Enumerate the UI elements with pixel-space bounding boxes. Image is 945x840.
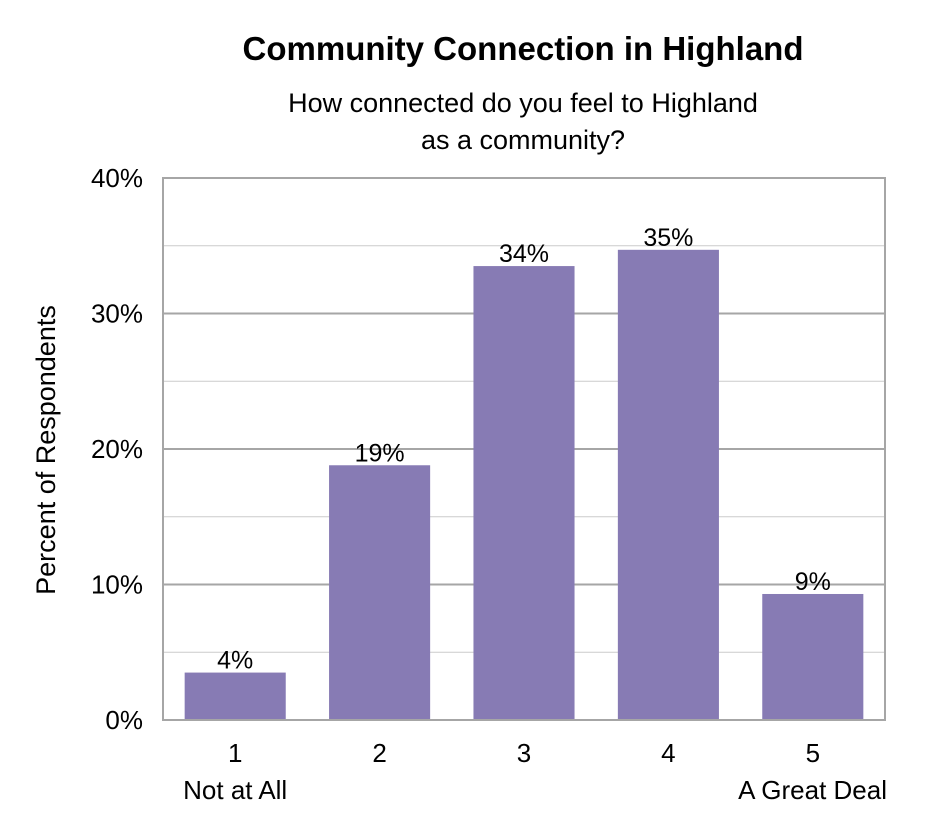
y-tick-label: 20% xyxy=(91,434,143,464)
x-tick-label: 1 xyxy=(228,738,242,768)
bar-data-label: 4% xyxy=(217,647,253,675)
data-label-group: 4% 19% 34% 35% 9% xyxy=(217,224,831,675)
bar xyxy=(184,672,286,720)
chart-subtitle-line-2: as a community? xyxy=(421,125,625,155)
x-tick-label: 4 xyxy=(661,738,675,768)
bar xyxy=(329,465,431,720)
x-tick-labels: 1 Not at All 2 3 4 5 A Great Deal xyxy=(183,738,887,805)
y-axis-label: Percent of Respondents xyxy=(31,305,61,595)
y-tick-label: 40% xyxy=(91,163,143,193)
plot-area-frame xyxy=(162,177,886,721)
bar-data-label: 35% xyxy=(643,224,693,252)
y-tick-labels: 0% 10% 20% 30% 40% xyxy=(91,163,143,735)
x-tick-label: 2 xyxy=(372,738,386,768)
bar xyxy=(473,266,575,720)
bar-data-label: 19% xyxy=(355,439,405,467)
bar xyxy=(762,593,864,720)
chart-title: Community Connection in Highland xyxy=(243,30,804,67)
x-tick-sublabel: Not at All xyxy=(183,775,287,805)
bar-data-label: 34% xyxy=(499,240,549,268)
x-tick-label: 3 xyxy=(517,738,531,768)
y-tick-label: 0% xyxy=(105,705,143,735)
bar xyxy=(617,249,719,720)
y-tick-label: 30% xyxy=(91,299,143,329)
chart-subtitle-line-1: How connected do you feel to Highland xyxy=(288,88,758,118)
y-tick-label: 10% xyxy=(91,570,143,600)
bar-data-label: 9% xyxy=(795,568,831,596)
x-tick-sublabel: A Great Deal xyxy=(738,775,887,805)
bar-group xyxy=(184,249,864,720)
x-tick-label: 5 xyxy=(806,738,820,768)
